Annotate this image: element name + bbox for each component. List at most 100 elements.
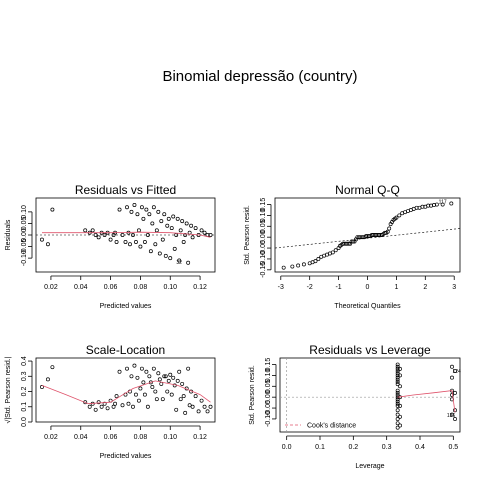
data-point: [139, 205, 144, 210]
data-point: [395, 403, 400, 408]
data-point: [398, 366, 402, 371]
y-axis-label: √|Std. Pearson resid.|: [4, 356, 12, 423]
data-point: [154, 228, 159, 233]
qq-reference-line: [274, 228, 461, 249]
data-point: [395, 366, 400, 371]
data-point: [135, 212, 140, 217]
y-tick-label: -0.10: [21, 250, 28, 266]
point-label: 117: [439, 199, 447, 205]
data-point: [147, 374, 152, 379]
data-point: [169, 226, 174, 231]
x-axis-label: Predicted values: [100, 453, 152, 460]
data-point: [108, 237, 113, 242]
y-axis-label: Residuals: [5, 219, 12, 250]
data-point: [449, 201, 454, 206]
y-tick-label: 0.00: [260, 230, 267, 244]
data-point: [120, 403, 125, 408]
data-point: [453, 416, 457, 421]
main-title: Binomial depressão (country): [162, 68, 357, 85]
x-tick-label: 0.02: [44, 284, 58, 291]
data-point: [45, 377, 50, 382]
data-point: [123, 239, 128, 244]
data-point: [87, 404, 92, 409]
y-tick-label: 0.05: [265, 379, 272, 393]
data-point: [395, 382, 400, 387]
data-point: [132, 202, 137, 207]
data-point: [346, 241, 351, 246]
data-point: [96, 400, 101, 405]
data-point: [208, 404, 213, 409]
x-tick-label: 3: [452, 284, 456, 291]
data-point: [132, 363, 137, 368]
data-point: [316, 256, 321, 261]
data-point: [398, 403, 402, 408]
data-point: [114, 239, 119, 244]
residuals-vs-leverage-panel: Residuals vs Leverage 0.0 0.1 0.2 0.3 0.4 0.5 -…: [249, 343, 461, 470]
data-point: [387, 226, 392, 231]
data-point: [156, 371, 161, 376]
y-tick-label: 0.15: [260, 198, 267, 212]
x-tick-label: -3: [278, 284, 284, 291]
x-tick-label: -2: [307, 284, 313, 291]
plot-frame: [279, 357, 461, 433]
data-point: [453, 369, 457, 374]
data-point: [136, 398, 141, 403]
x-tick-label: 0.10: [163, 434, 177, 441]
data-point: [142, 392, 147, 397]
x-tick-label: 0.3: [382, 444, 392, 451]
data-point: [93, 407, 98, 412]
y-tick-label: 0.05: [260, 219, 267, 233]
y-tick-label: 0.0: [21, 417, 28, 427]
x-tick-label: -1: [335, 284, 341, 291]
data-point: [162, 212, 167, 217]
data-point: [395, 364, 400, 369]
data-point: [165, 389, 170, 394]
data-point: [139, 366, 144, 371]
y-tick-label: -0.10: [260, 251, 267, 267]
data-point: [129, 374, 134, 379]
data-point: [296, 263, 301, 268]
data-point: [395, 408, 400, 413]
data-point: [102, 233, 107, 237]
data-point: [186, 260, 191, 265]
panel-title: Residuals vs Fitted: [75, 183, 176, 197]
data-point: [450, 412, 454, 417]
data-point: [168, 256, 173, 261]
data-point: [187, 403, 192, 408]
data-point: [174, 407, 179, 412]
x-tick-label: 0.06: [104, 434, 118, 441]
data-point: [141, 380, 146, 385]
data-point: [180, 219, 185, 224]
point-label: 136: [447, 413, 456, 419]
data-point: [193, 394, 198, 399]
data-point: [131, 404, 135, 409]
data-point: [144, 207, 149, 212]
data-point: [181, 239, 186, 244]
data-point: [189, 223, 194, 228]
data-point: [397, 213, 402, 218]
data-point: [395, 416, 400, 421]
data-point: [398, 414, 402, 419]
data-point: [351, 239, 355, 244]
data-point: [144, 369, 149, 374]
data-point: [395, 399, 400, 404]
panel-title: Scale-Location: [86, 343, 165, 357]
data-point: [157, 251, 162, 256]
data-point: [193, 226, 198, 231]
data-point: [290, 264, 295, 269]
x-tick-label: 0.08: [134, 434, 148, 441]
data-point: [114, 394, 119, 399]
data-point: [159, 219, 164, 224]
data-point: [398, 384, 402, 389]
data-point: [131, 233, 135, 237]
panel-title: Normal Q-Q: [335, 183, 400, 197]
data-point: [177, 369, 182, 374]
data-point: [45, 242, 50, 247]
y-tick-label: 0.4: [21, 356, 28, 366]
data-point: [186, 366, 191, 371]
data-point: [165, 223, 170, 228]
x-tick-label: 0.4: [415, 444, 425, 451]
data-point: [141, 216, 146, 221]
data-point: [156, 209, 161, 214]
x-tick-label: 0.0: [282, 444, 292, 451]
